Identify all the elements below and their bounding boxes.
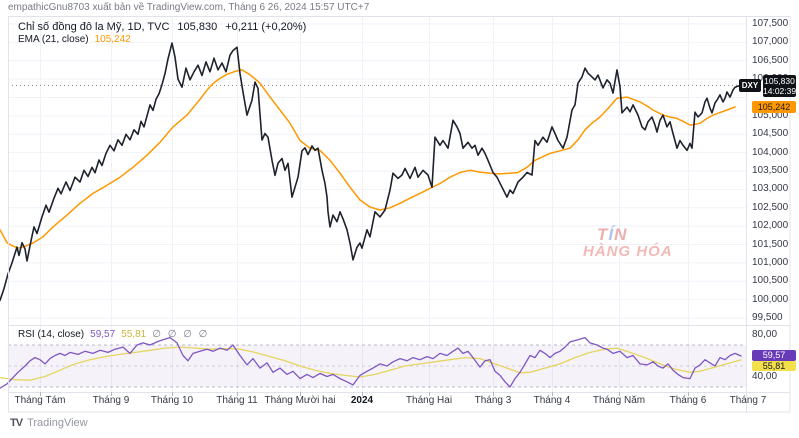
rsi-legend[interactable]: RSI (14, close) 59,57 55,81 ∅ ∅ ∅ ∅ [18,329,209,340]
last-price-value: 105,830 [764,76,795,86]
price-tick-label: 100,000 [752,293,789,305]
ema-price-badge: 105,242 [752,101,796,113]
price-tick-label: 104,500 [752,128,789,140]
rsi-value: 59,57 [90,329,116,340]
ema-legend[interactable]: EMA (21, close) 105,242 [18,34,131,45]
price-tick-label: 106,500 [752,54,789,66]
symbol-last-price: 105,830 [177,21,218,33]
price-tick-label: 100,500 [752,275,789,287]
rsi-tick-label: 80,00 [752,328,778,340]
tradingview-footer: TV TradingView [10,417,88,429]
price-tick-label: 99,500 [752,312,783,323]
rsi-ma-value-badge: 55,81 [752,361,796,371]
price-tick-label: 105,000 [752,109,789,121]
time-tick-label: Tháng Tám [14,395,66,406]
time-tick-label: Tháng Mười hai [264,395,336,406]
tradingview-brand[interactable]: TradingView [27,417,88,429]
symbol-title[interactable]: Chỉ số đồng đô la Mỹ, 1D, TVC [18,21,170,33]
time-tick-label: Tháng 11 [216,395,258,406]
ema-label[interactable]: EMA (21, close) [18,34,89,45]
price-tick-label: 102,500 [752,201,789,213]
symbol-legend[interactable]: Chỉ số đồng đô la Mỹ, 1D, TVC 105,830 +0,2… [18,21,306,33]
price-tick-label: 104,000 [752,146,789,158]
symbol-badge: DXY [739,79,761,92]
symbol-change: +0,211 (+0,20%) [225,21,307,33]
attribution: empathicGnu8703 xuất bản về TradingView.… [8,2,370,13]
price-tick-label: 103,000 [752,183,789,195]
price-tick-label: 107,000 [752,36,789,48]
rsi-empty-values: ∅ ∅ ∅ ∅ [152,329,210,340]
time-tick-label: Tháng 10 [150,395,194,406]
rsi-value-badge: 59,57 [752,350,796,361]
bar-countdown: 14:02:39 [763,86,797,96]
rsi-ma-value: 55,81 [121,329,147,340]
time-tick-label: Tháng 4 [533,395,571,406]
time-tick-label: Tháng Hai [405,395,453,406]
price-tick-label: 102,000 [752,220,789,232]
time-tick-label: Tháng 3 [474,395,512,406]
price-tick-label: 101,000 [752,256,789,268]
time-tick-label: Tháng Năm [592,395,646,406]
rsi-label[interactable]: RSI (14, close) [18,329,85,340]
time-tick-label: Tháng 6 [669,395,707,406]
tradingview-logo-icon[interactable]: TV [10,417,23,429]
price-tick-label: 107,500 [752,18,789,29]
price-tick-label: 101,500 [752,238,789,250]
rsi-tick-label: 40,00 [752,370,778,382]
last-price-badge: 105,830 14:02:39 [763,75,796,97]
price-tick-label: 103,500 [752,165,789,176]
time-tick-label: 2024 [350,395,374,406]
time-tick-label: Tháng 9 [92,395,130,406]
time-tick-label: Tháng 7 [729,395,767,406]
ema-value: 105,242 [94,34,131,45]
